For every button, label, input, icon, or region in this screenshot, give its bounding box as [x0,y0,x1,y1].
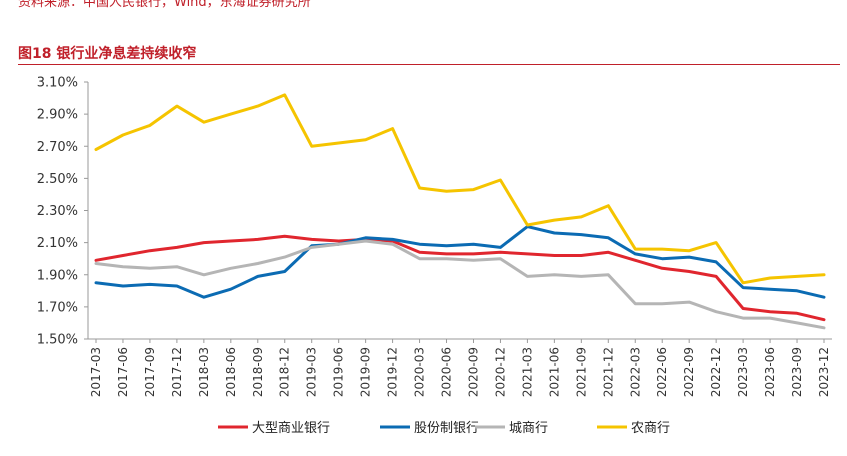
x-tick-label: 2022-03 [628,347,642,397]
x-tick-label: 2018-12 [278,347,292,397]
y-tick-label: 1.90% [37,268,78,283]
x-tick-label: 2018-06 [224,347,238,397]
y-tick-label: 2.30% [37,204,78,219]
x-tick-label: 2019-09 [359,347,373,397]
chart-axes: 1.50% 1.70% 1.90% 2.10% 2.30% 2.50% 2.70% 2.90%… [37,76,832,397]
series-line-3 [94,239,826,330]
x-tick-label: 2020-06 [440,347,454,397]
x-tick-label: 2020-09 [466,347,480,397]
x-tick-label: 2023-03 [736,347,750,397]
x-tick-label: 2021-06 [547,347,561,397]
x-tick-label: 2017-09 [143,347,157,397]
x-tick-label: 2019-03 [305,347,319,397]
y-tick-label: 2.90% [37,108,78,123]
x-tick-label: 2018-03 [197,347,211,397]
x-tick-label: 2022-06 [655,347,669,397]
legend-label: 大型商业银行 [252,421,330,436]
y-tick-label: 2.50% [37,172,78,187]
y-tick-label: 1.50% [37,333,78,348]
x-tick-label: 2018-09 [251,347,265,397]
x-tick-label: 2017-12 [170,347,184,397]
legend-label: 农商行 [631,421,670,436]
x-tick-label: 2023-06 [763,347,777,397]
x-tick-label: 2023-12 [817,347,831,397]
series-line-2 [94,225,826,299]
series-line-1 [94,234,826,322]
figure-title: 图18 银行业净息差持续收窄 [18,46,197,62]
chart-legend: 大型商业银行 股份制银行 城商行 农商行 [218,421,670,436]
y-tick-label: 3.10% [37,76,78,91]
x-tick-label: 2021-09 [574,347,588,397]
y-tick-label: 2.70% [37,140,78,155]
y-tick-label: 2.10% [37,236,78,251]
x-tick-label: 2017-06 [116,347,130,397]
x-tick-label: 2020-12 [493,347,507,397]
y-tick-label: 1.70% [37,300,78,315]
chart-series [94,93,826,330]
x-tick-label: 2019-06 [332,347,346,397]
legend-label: 股份制银行 [414,421,479,436]
x-tick-label: 2017-03 [89,347,103,397]
x-tick-label: 2021-12 [601,347,615,397]
legend-label: 城商行 [509,421,548,436]
x-tick-label: 2019-12 [386,347,400,397]
series-line-4 [94,93,826,285]
x-tick-label: 2022-09 [682,347,696,397]
source-note: 资料来源：中国人民银行，Wind，东海证券研究所 [18,0,311,10]
x-tick-label: 2020-03 [413,347,427,397]
x-tick-label: 2022-12 [709,347,723,397]
title-divider [18,64,840,65]
x-tick-label: 2021-03 [520,347,534,397]
x-tick-label: 2023-09 [790,347,804,397]
